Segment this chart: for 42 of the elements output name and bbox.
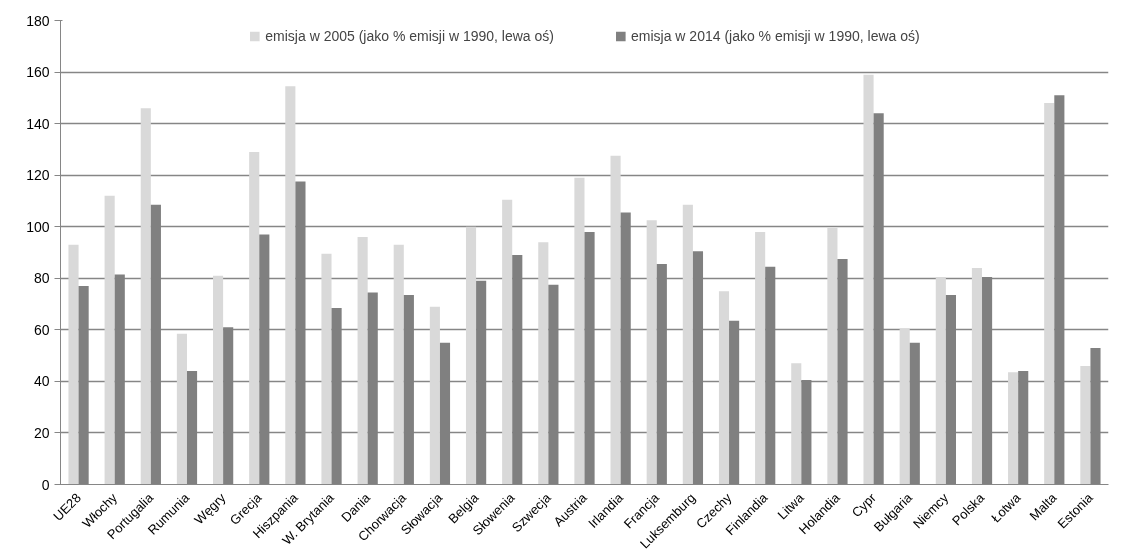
y-tick-label: 60 [33, 321, 50, 338]
bar [104, 195, 115, 485]
bar [176, 333, 187, 485]
y-tick-label: 80 [33, 270, 50, 287]
bar [1008, 372, 1019, 485]
y-tick-label: 100 [26, 218, 50, 235]
y-tick-label: 40 [33, 373, 50, 390]
bar [1080, 365, 1091, 485]
bar [899, 328, 910, 485]
bar [321, 253, 332, 485]
x-tick-label: Cypr [848, 489, 880, 521]
bar [791, 363, 802, 485]
legend-label: emisja w 2005 (jako % emisji w 1990, lewa oś) [265, 28, 554, 44]
y-tick-label: 0 [41, 476, 50, 493]
bar [285, 86, 296, 485]
bar [1044, 102, 1055, 485]
bar [610, 155, 621, 485]
y-tick-label: 20 [33, 424, 50, 441]
bar [429, 306, 440, 485]
bar [465, 226, 477, 485]
bar [574, 177, 585, 485]
bar [827, 228, 838, 485]
bar [68, 244, 79, 485]
bar [502, 199, 513, 485]
bar [718, 291, 730, 485]
bar [755, 231, 766, 485]
bar [140, 108, 151, 485]
bar [249, 151, 260, 485]
bar [971, 267, 983, 485]
y-tick-label: 180 [26, 12, 50, 29]
y-tick-label: 140 [26, 115, 50, 132]
y-tick-label: 160 [26, 64, 50, 81]
bar [213, 275, 224, 485]
bar [393, 244, 404, 485]
bar [682, 204, 693, 485]
bar [357, 237, 368, 485]
bar [538, 242, 549, 485]
bar [935, 276, 946, 485]
y-tick-label: 120 [26, 167, 50, 184]
legend-label: emisja w 2014 (jako % emisji w 1990, lewa oś) [631, 28, 920, 44]
bar [863, 74, 874, 485]
bar [646, 220, 657, 485]
